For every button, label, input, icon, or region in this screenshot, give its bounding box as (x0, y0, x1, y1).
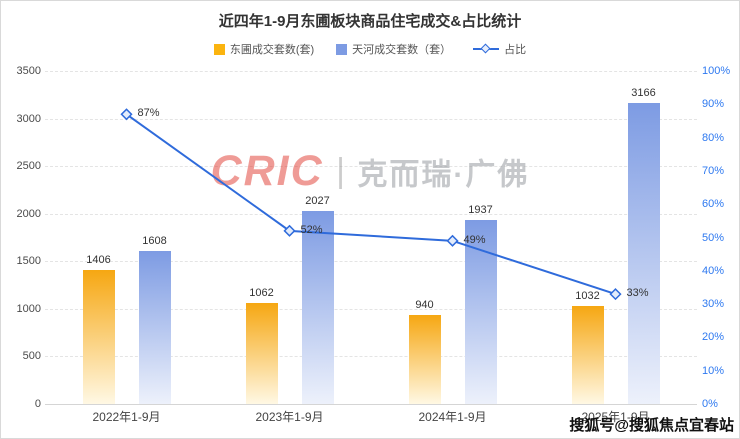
ratio-marker-icon (446, 234, 459, 247)
gridline (45, 356, 697, 358)
bar-value-label: 1937 (468, 203, 493, 216)
legend-swatch-dongpu (213, 43, 225, 55)
x-axis-label: 2024年1-9月 (418, 410, 487, 424)
bar-value-label: 1062 (249, 286, 274, 299)
y-axis-tick-right: 0% (702, 398, 718, 410)
x-axis-label: 2025年1-9月 (581, 410, 650, 424)
y-axis-tick-right: 40% (702, 264, 725, 277)
bar-value-label: 3166 (631, 86, 656, 99)
legend-item-dongpu: 东圃成交套数(套) (213, 41, 315, 57)
bar-value-label: 1608 (142, 235, 167, 247)
ratio-line-path (125, 113, 616, 296)
bar-dongpu (571, 305, 604, 404)
legend-label-ratio: 占比 (504, 44, 527, 56)
y-axis-tick-right: 50% (702, 231, 725, 244)
chart-legend: 东圃成交套数(套) 天河成交套数（套） 占比 (1, 41, 739, 57)
ratio-value-label: 33% (626, 287, 649, 300)
y-axis-tick-right: 100% (702, 65, 731, 77)
y-axis-tick-left: 0 (34, 398, 41, 410)
bar-value-label: 940 (415, 298, 434, 311)
bar-value-label: 1032 (575, 289, 600, 302)
y-axis-tick-left: 3000 (16, 112, 41, 125)
plot-area (45, 71, 697, 405)
legend-swatch-tianhe (336, 43, 348, 55)
gridline (45, 213, 697, 215)
legend-item-tianhe: 天河成交套数（套） (336, 41, 451, 57)
ratio-value-label: 52% (300, 223, 323, 236)
y-axis-tick-right: 60% (702, 198, 725, 211)
bar-tianhe (301, 211, 334, 404)
y-axis-tick-left: 2500 (16, 160, 41, 173)
chart-title: 近四年1-9月东圃板块商品住宅成交&占比统计 (218, 13, 522, 30)
legend-label-dongpu: 东圃成交套数(套) (229, 44, 315, 56)
ratio-marker-icon (120, 108, 133, 121)
y-axis-tick-left: 1000 (16, 302, 41, 315)
bar-dongpu (245, 302, 278, 404)
y-axis-tick-right: 30% (702, 298, 725, 311)
x-axis-label: 2022年1-9月 (92, 410, 161, 424)
diamond-marker-icon (480, 43, 491, 54)
credit-text: 搜狐号@搜狐焦点宜春站 (569, 417, 734, 434)
y-axis-tick-left: 3500 (16, 65, 41, 77)
legend-line-marker-icon (473, 43, 500, 54)
gridline (45, 261, 697, 263)
y-axis-tick-right: 20% (702, 331, 725, 344)
y-axis-tick-right: 80% (702, 131, 725, 144)
bar-tianhe (138, 251, 171, 404)
ratio-value-label: 87% (137, 107, 160, 120)
y-axis-tick-right: 10% (702, 364, 725, 377)
gridline (45, 308, 697, 310)
bar-value-label: 2027 (305, 195, 330, 208)
bar-dongpu (82, 270, 115, 404)
bar-dongpu (408, 314, 441, 404)
ratio-value-label: 49% (463, 233, 486, 246)
y-axis-tick-left: 2000 (16, 207, 41, 220)
ratio-marker-icon (609, 288, 622, 301)
y-axis-tick-right: 90% (702, 98, 725, 111)
ratio-marker-icon (283, 224, 296, 237)
gridline (45, 71, 697, 72)
y-axis-tick-right: 70% (702, 164, 725, 177)
legend-label-tianhe: 天河成交套数（套） (352, 44, 452, 56)
y-axis-tick-left: 500 (22, 350, 41, 363)
ratio-line (120, 108, 622, 301)
bar-tianhe (627, 102, 660, 404)
gridline (45, 118, 697, 120)
gridline (45, 166, 697, 168)
bar-value-label: 1406 (86, 254, 111, 267)
legend-item-ratio: 占比 (473, 41, 526, 57)
x-axis-label: 2023年1-9月 (255, 410, 324, 424)
y-axis-tick-left: 1500 (16, 255, 41, 268)
